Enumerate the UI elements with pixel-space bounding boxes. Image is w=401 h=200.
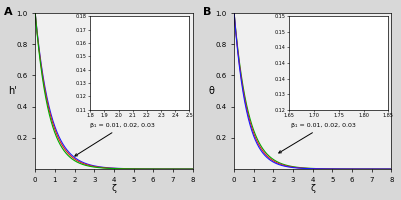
X-axis label: ζ: ζ: [111, 184, 116, 193]
Text: β₁ = 0.01, 0.02, 0.03: β₁ = 0.01, 0.02, 0.03: [279, 123, 356, 153]
Text: β₁ = 0.01, 0.02, 0.03: β₁ = 0.01, 0.02, 0.03: [75, 123, 155, 156]
Text: A: A: [4, 7, 12, 17]
Y-axis label: h': h': [8, 86, 16, 96]
X-axis label: ζ: ζ: [310, 184, 315, 193]
Y-axis label: θ: θ: [208, 86, 214, 96]
Text: B: B: [203, 7, 211, 17]
